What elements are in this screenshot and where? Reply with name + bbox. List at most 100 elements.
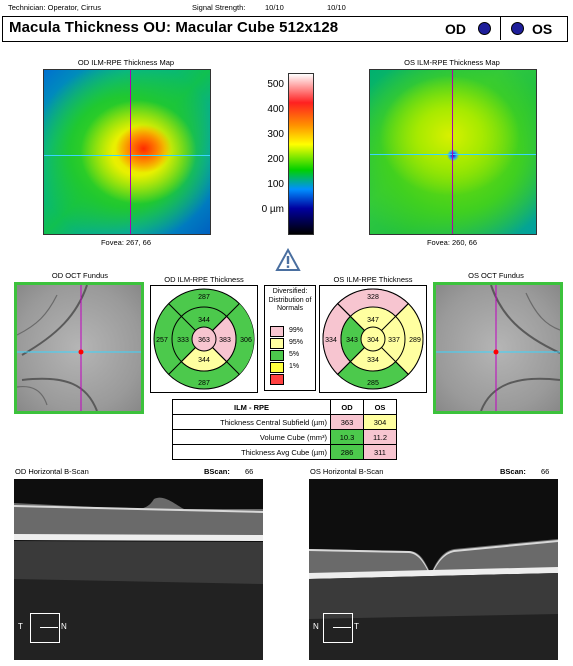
metrics-header-od: OD xyxy=(330,399,364,415)
legend-swatch-95 xyxy=(270,338,284,349)
od-inner-nasal-value: 383 xyxy=(219,337,231,344)
od-orientation-left: T xyxy=(18,622,23,631)
warning-triangle-icon xyxy=(275,248,301,271)
os-orientation-arrow-icon xyxy=(333,627,351,628)
od-thickness-map[interactable] xyxy=(43,69,211,235)
od-fovea-label: Fovea: 267, 66 xyxy=(100,238,152,247)
od-bscan-layers xyxy=(14,479,263,660)
od-orientation-arrow-icon xyxy=(40,627,58,628)
legend-swatch-1 xyxy=(270,362,284,373)
od-orientation-box xyxy=(30,613,60,643)
legend-label-99: 99% xyxy=(289,327,304,334)
od-fundus-image[interactable] xyxy=(14,282,144,414)
od-map-horizontal-crosshair xyxy=(44,155,210,156)
os-eye-label: OS xyxy=(532,21,553,37)
technician-label: Technician: Operator, Cirrus xyxy=(8,3,101,12)
os-fundus-vessels xyxy=(436,285,560,411)
legend-label-95: 95% xyxy=(289,339,304,346)
os-bscan-label: BScan: xyxy=(500,467,526,476)
metric-label: Volume Cube (mm³) xyxy=(172,429,331,445)
metric-os-value: 311 xyxy=(363,444,397,460)
os-bscan-number: 66 xyxy=(541,467,550,476)
metric-os-value: 11.2 xyxy=(363,429,397,445)
metrics-table: ILM - RPE OD OS Thickness Central Subfie… xyxy=(172,399,397,460)
os-orientation-left: N xyxy=(313,622,319,631)
title-bar: Macula Thickness OU: Macular Cube 512x12… xyxy=(2,16,568,42)
table-row: Volume Cube (mm³) 10.3 11.2 xyxy=(172,429,397,445)
legend-swatch-99 xyxy=(270,326,284,337)
eye-divider xyxy=(500,17,501,40)
od-bscan-number: 66 xyxy=(245,467,254,476)
os-outer-nasal-value: 289 xyxy=(409,337,421,344)
od-thickness-map-title: OD ILM-RPE Thickness Map xyxy=(77,58,175,67)
legend-label-5: 5% xyxy=(289,351,300,358)
signal-strength-label: Signal Strength: xyxy=(192,3,246,12)
os-bscan-title: OS Horizontal B-Scan xyxy=(310,467,384,476)
table-row: Thickness Central Subfield (µm) 363 304 xyxy=(172,414,397,430)
thickness-color-scale xyxy=(288,73,314,235)
os-orientation-right: T xyxy=(354,622,359,631)
legend-title: Diversified: Distribution of Normals xyxy=(268,288,312,312)
metric-od-value: 363 xyxy=(330,414,364,430)
od-etdrs-title: OD ILM-RPE Thickness xyxy=(164,275,244,284)
od-outer-temporal-value: 257 xyxy=(156,337,168,344)
od-orientation-right: N xyxy=(61,622,67,631)
legend-label-1: 1% xyxy=(289,363,300,370)
legend-swatch-5 xyxy=(270,350,284,361)
os-map-horizontal-crosshair xyxy=(370,154,536,155)
signal-strength-od: 10/10 xyxy=(265,3,284,12)
scale-label: 200 xyxy=(267,154,284,165)
normative-legend: Diversified: Distribution of Normals 99%… xyxy=(264,285,316,391)
scale-label: 300 xyxy=(267,129,284,140)
od-map-vertical-crosshair xyxy=(130,70,131,234)
os-bscan-layers xyxy=(309,479,558,660)
os-bscan-image[interactable]: N T xyxy=(309,479,558,660)
os-fundus-title: OS OCT Fundus xyxy=(468,271,524,280)
od-etdrs-chart[interactable]: 287 257 306 287 344 333 383 344 363 xyxy=(150,285,258,393)
page-title: Macula Thickness OU: Macular Cube 512x12… xyxy=(9,19,339,36)
od-bscan-image[interactable]: T N xyxy=(14,479,263,660)
od-eye-dot-icon xyxy=(478,22,491,35)
scale-label: 400 xyxy=(267,104,284,115)
os-etdrs-chart[interactable]: 328 334 289 285 347 343 337 334 304 xyxy=(319,285,427,393)
od-center-value: 363 xyxy=(198,337,210,344)
os-inner-superior-value: 347 xyxy=(367,317,379,324)
metric-os-value: 304 xyxy=(363,414,397,430)
os-outer-temporal-value: 334 xyxy=(325,337,337,344)
metric-label: Thickness Avg Cube (µm) xyxy=(172,444,331,460)
od-fundus-vessels xyxy=(17,285,141,411)
metrics-header-ilm-rpe: ILM - RPE xyxy=(172,399,331,415)
od-inner-temporal-value: 333 xyxy=(177,337,189,344)
scale-label: 100 xyxy=(267,179,284,190)
os-eye-dot-icon xyxy=(511,22,524,35)
os-thickness-map[interactable] xyxy=(369,69,537,235)
os-inner-nasal-value: 337 xyxy=(388,337,400,344)
scale-labels: 500 400 300 200 100 0 µm xyxy=(256,72,284,222)
table-row: Thickness Avg Cube (µm) 286 311 xyxy=(172,444,397,460)
os-orientation-box xyxy=(323,613,353,643)
scale-label: 500 xyxy=(267,79,284,90)
os-outer-superior-value: 328 xyxy=(367,294,379,301)
os-etdrs-title: OS ILM-RPE Thickness xyxy=(333,275,413,284)
od-outer-nasal-value: 306 xyxy=(240,337,252,344)
metric-od-value: 286 xyxy=(330,444,364,460)
os-thickness-map-title: OS ILM-RPE Thickness Map xyxy=(404,58,500,67)
os-inner-temporal-value: 343 xyxy=(346,337,358,344)
metric-od-value: 10.3 xyxy=(330,429,364,445)
od-outer-inferior-value: 287 xyxy=(198,380,210,387)
os-inner-inferior-value: 334 xyxy=(367,357,379,364)
signal-strength-os: 10/10 xyxy=(327,3,346,12)
legend-swatch-below xyxy=(270,374,284,385)
os-fovea-label: Fovea: 260, 66 xyxy=(426,238,478,247)
od-bscan-label: BScan: xyxy=(204,467,230,476)
scale-label: 0 µm xyxy=(261,204,284,215)
metric-label: Thickness Central Subfield (µm) xyxy=(172,414,331,430)
od-inner-inferior-value: 344 xyxy=(198,357,210,364)
od-outer-superior-value: 287 xyxy=(198,294,210,301)
os-center-value: 304 xyxy=(367,337,379,344)
od-fundus-title: OD OCT Fundus xyxy=(51,271,109,280)
od-bscan-title: OD Horizontal B-Scan xyxy=(15,467,89,476)
od-inner-superior-value: 344 xyxy=(198,317,210,324)
os-outer-inferior-value: 285 xyxy=(367,380,379,387)
os-fundus-image[interactable] xyxy=(433,282,563,414)
